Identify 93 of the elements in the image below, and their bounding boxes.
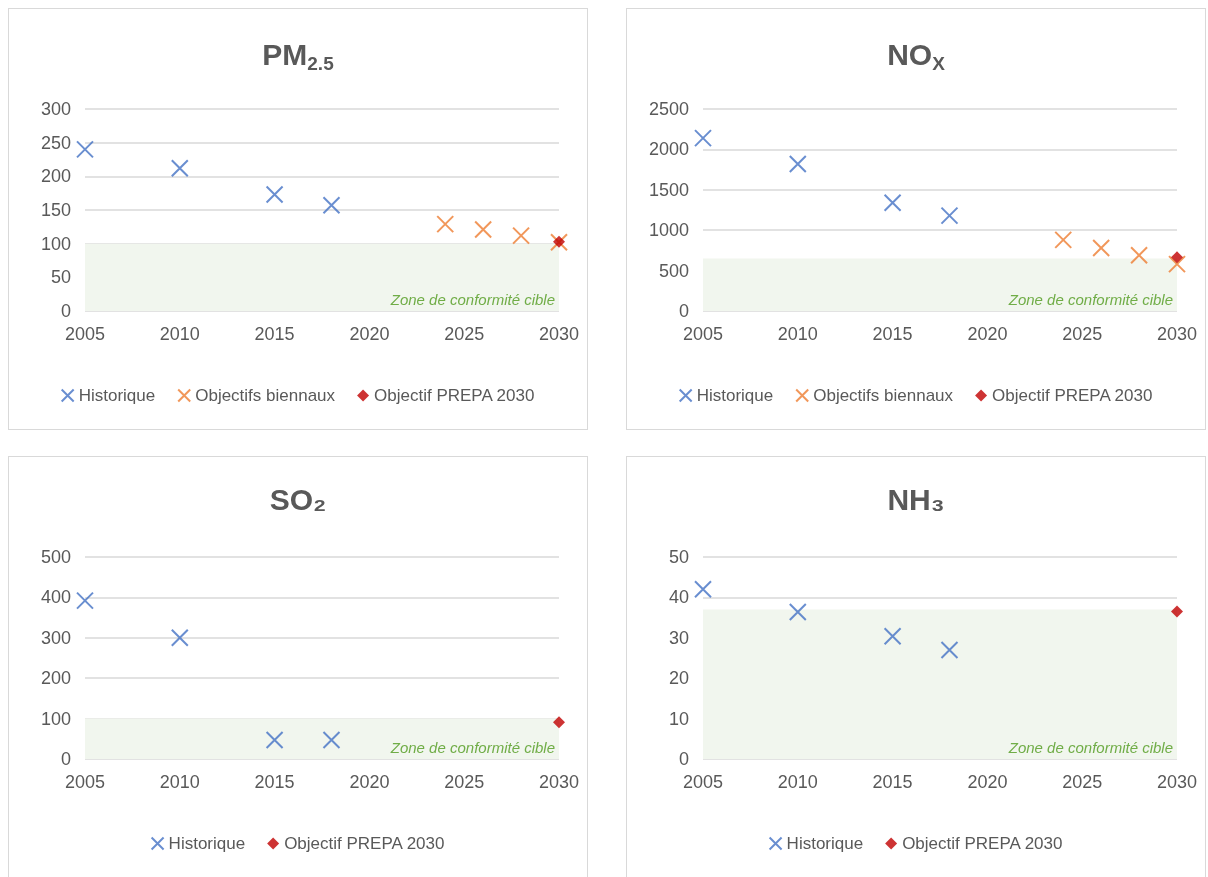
point <box>788 154 807 173</box>
y-tick-label: 100 <box>40 708 71 729</box>
y-tick-label: 10 <box>668 708 689 729</box>
legend-label: Objectif PREPA 2030 <box>284 834 445 853</box>
y-tick-label: 0 <box>60 301 71 321</box>
y-tick-label: 1000 <box>648 220 689 241</box>
y-tick-label: 1500 <box>648 179 689 200</box>
x-tick-label: 2010 <box>159 324 200 344</box>
point <box>170 159 189 178</box>
y-tick-label: 0 <box>678 749 689 769</box>
legend-label: Objectif PREPA 2030 <box>902 834 1063 853</box>
point <box>265 185 284 204</box>
point <box>474 220 493 239</box>
y-tick-label: 0 <box>678 301 689 321</box>
point <box>76 591 94 610</box>
legend-label: Objectif PREPA 2030 <box>374 386 535 405</box>
band-label: Zone de conformité cible <box>389 291 555 308</box>
point <box>170 628 189 647</box>
y-tick-label: 50 <box>50 267 71 288</box>
band-label: Zone de conformité cible <box>1007 291 1173 308</box>
point <box>940 206 959 225</box>
point <box>322 196 341 215</box>
y-tick-label: 2000 <box>648 139 689 160</box>
x-tick-label: 2005 <box>682 324 724 344</box>
point <box>788 602 807 621</box>
x-tick-label: 2030 <box>1156 772 1198 792</box>
point <box>1171 605 1183 618</box>
y-tick-label: 40 <box>668 587 689 608</box>
chart-title: SO₂ <box>269 482 327 516</box>
point <box>1092 238 1111 257</box>
y-tick-label: 500 <box>40 547 71 567</box>
point <box>76 140 94 159</box>
point <box>553 716 565 729</box>
x-tick-label: 2025 <box>444 772 485 792</box>
x-tick-label: 2015 <box>254 772 295 792</box>
point <box>940 640 959 659</box>
y-tick-label: 200 <box>40 166 71 187</box>
legend-label: Objectifs biennaux <box>195 386 336 405</box>
point <box>1171 251 1183 264</box>
x-tick-label: 2005 <box>64 324 106 344</box>
point <box>694 129 712 148</box>
y-tick-label: 300 <box>40 99 71 119</box>
y-tick-label: 250 <box>40 132 71 153</box>
point <box>550 233 568 252</box>
x-tick-label: 2010 <box>777 772 818 792</box>
chart-title: NH₃ <box>887 482 945 516</box>
point <box>1054 230 1073 249</box>
y-tick-label: 30 <box>668 627 689 648</box>
point <box>436 215 455 234</box>
x-tick-label: 2005 <box>64 772 106 792</box>
point <box>694 580 712 599</box>
x-tick-label: 2020 <box>349 772 390 792</box>
point <box>553 235 565 248</box>
x-tick-label: 2030 <box>538 324 580 344</box>
y-tick-label: 400 <box>40 587 71 608</box>
y-tick-label: 300 <box>40 627 71 648</box>
band-label: Zone de conformité cible <box>389 739 555 756</box>
x-tick-label: 2020 <box>349 324 390 344</box>
y-tick-label: 100 <box>40 233 71 254</box>
legend-label: Historique <box>168 834 246 853</box>
x-tick-label: 2015 <box>254 324 295 344</box>
legend-label: Historique <box>78 386 156 405</box>
legend-label: Objectif PREPA 2030 <box>992 386 1153 405</box>
y-tick-label: 0 <box>60 749 71 769</box>
x-tick-label: 2025 <box>444 324 485 344</box>
x-tick-label: 2015 <box>872 772 913 792</box>
x-tick-label: 2010 <box>159 772 200 792</box>
x-tick-label: 2030 <box>538 772 580 792</box>
point <box>265 731 284 750</box>
x-tick-label: 2030 <box>1156 324 1198 344</box>
point <box>883 627 902 646</box>
x-tick-label: 2010 <box>777 324 818 344</box>
legend-label: Historique <box>786 834 864 853</box>
x-tick-label: 2005 <box>682 772 724 792</box>
point <box>322 731 341 750</box>
y-tick-label: 2500 <box>648 99 689 119</box>
x-tick-label: 2020 <box>967 324 1008 344</box>
y-tick-label: 200 <box>40 668 71 689</box>
x-tick-label: 2020 <box>967 772 1008 792</box>
y-tick-label: 500 <box>658 260 689 281</box>
point <box>512 226 531 245</box>
x-tick-label: 2015 <box>872 324 913 344</box>
x-tick-label: 2025 <box>1062 324 1103 344</box>
y-tick-label: 20 <box>668 668 689 689</box>
legend-label: Historique <box>696 386 774 405</box>
x-tick-label: 2025 <box>1062 772 1103 792</box>
y-tick-label: 150 <box>40 200 71 220</box>
point <box>1130 246 1149 265</box>
band-label: Zone de conformité cible <box>1007 739 1173 756</box>
point <box>1168 255 1186 274</box>
legend-label: Objectifs biennaux <box>813 386 954 405</box>
y-tick-label: 50 <box>668 547 689 567</box>
point <box>883 193 902 212</box>
